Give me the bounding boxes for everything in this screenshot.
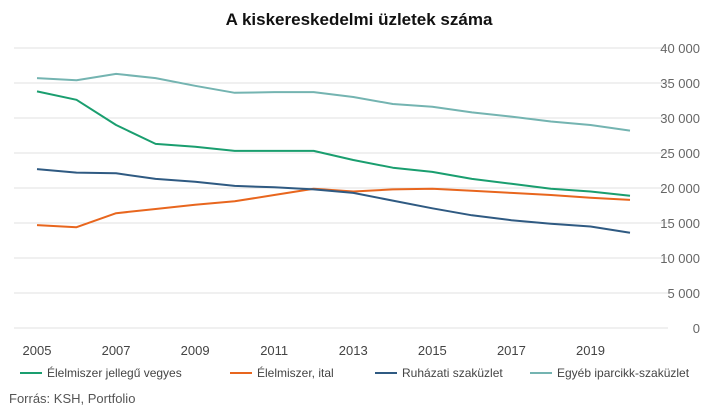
x-tick-label: 2009 <box>181 343 210 358</box>
legend-item: Élelmiszer jellegű vegyes <box>20 366 182 380</box>
series-line-3 <box>36 168 631 234</box>
y-tick-label: 5 000 <box>667 286 700 301</box>
legend-label: Egyéb iparcikk-szaküzlet <box>557 366 690 380</box>
series-line-2 <box>36 187 631 229</box>
legend-item: Ruházati szaküzlet <box>375 366 503 380</box>
legend-swatch <box>20 371 42 374</box>
legend-swatch <box>230 371 252 374</box>
source-note: Forrás: KSH, Portfolio <box>9 391 136 406</box>
x-tick-label: 2013 <box>339 343 368 358</box>
legend-item: Egyéb iparcikk-szaküzlet <box>530 366 689 380</box>
legend-swatch <box>530 371 552 374</box>
y-tick-label: 35 000 <box>660 76 700 91</box>
y-tick-label: 20 000 <box>660 181 700 196</box>
y-tick-label: 25 000 <box>660 146 700 161</box>
series-line-4 <box>36 72 631 132</box>
chart-title: A kiskereskedelmi üzletek száma <box>225 10 493 29</box>
legend-label: Ruházati szaküzlet <box>402 366 503 380</box>
y-tick-label: 0 <box>693 321 700 336</box>
y-tick-label: 30 000 <box>660 111 700 126</box>
x-tick-label: 2017 <box>497 343 526 358</box>
x-tick-label: 2007 <box>102 343 131 358</box>
y-axis-tick-labels: 0 5 000 10 000 15 000 20 000 25 000 30 000 35 0… <box>660 41 700 336</box>
x-tick-label: 2015 <box>418 343 447 358</box>
legend-label: Élelmiszer, ital <box>257 366 334 380</box>
y-tick-label: 10 000 <box>660 251 700 266</box>
y-tick-label: 15 000 <box>660 216 700 231</box>
x-axis-tick-labels: 2005 2007 2009 2011 2013 2015 2017 2019 <box>23 343 605 358</box>
series-lines <box>36 72 631 234</box>
legend: Élelmiszer jellegű vegyes Élelmiszer, ita… <box>20 366 718 384</box>
gridlines <box>14 47 668 329</box>
series-line-1 <box>36 90 631 197</box>
legend-swatch <box>375 371 397 374</box>
legend-item: Élelmiszer, ital <box>230 366 334 380</box>
x-tick-label: 2005 <box>23 343 52 358</box>
x-tick-label: 2011 <box>260 343 288 358</box>
legend-label: Élelmiszer jellegű vegyes <box>47 366 182 380</box>
y-tick-label: 40 000 <box>660 41 700 56</box>
x-tick-label: 2019 <box>576 343 605 358</box>
